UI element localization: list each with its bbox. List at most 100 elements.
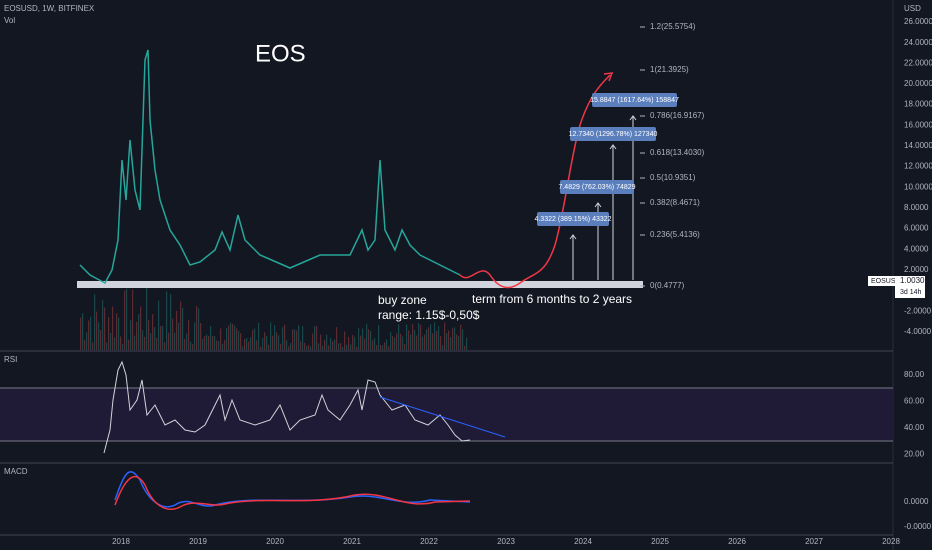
volume-bar xyxy=(236,328,238,350)
volume-bar xyxy=(90,316,92,350)
volume-bar xyxy=(280,343,282,350)
volume-bar xyxy=(250,337,252,350)
volume-bar xyxy=(402,336,404,350)
volume-bar xyxy=(262,338,264,350)
volume-bar xyxy=(172,318,174,350)
signal-line xyxy=(114,475,471,510)
volume-bar xyxy=(346,344,348,350)
volume-bar xyxy=(336,327,338,350)
volume-bar xyxy=(394,337,396,350)
volume-bar xyxy=(426,329,428,350)
price-tick-label: 12.0000 xyxy=(904,162,932,171)
volume-bar xyxy=(438,326,440,350)
volume-bar xyxy=(266,335,268,350)
volume-bar xyxy=(418,322,420,350)
volume-bar xyxy=(458,335,460,350)
volume-bar xyxy=(160,325,162,350)
countdown: 3d 14h xyxy=(900,289,922,296)
volume-bar xyxy=(138,313,140,350)
fib-label: 0.382(8.4671) xyxy=(650,198,700,207)
volume-bar xyxy=(84,340,86,350)
rsi-tick-label: 20.00 xyxy=(904,450,925,459)
target-label: 12.7340 (1296.78%) 127340 xyxy=(569,131,658,138)
volume-bar xyxy=(104,307,106,350)
volume-bar xyxy=(460,324,462,350)
volume-bar xyxy=(178,322,180,350)
volume-bar xyxy=(122,343,124,350)
volume-bar xyxy=(112,306,114,350)
fib-label: 1.2(25.5754) xyxy=(650,22,696,31)
volume-bar xyxy=(306,346,308,350)
volume-bar xyxy=(324,340,326,350)
volume-bar xyxy=(422,336,424,350)
volume-bar xyxy=(230,322,232,350)
volume-bar xyxy=(96,311,98,350)
volume-bar xyxy=(296,330,298,350)
volume-bar xyxy=(272,335,274,350)
volume-bar xyxy=(158,300,160,350)
time-tick-label: 2019 xyxy=(189,537,207,546)
volume-bar xyxy=(302,326,304,350)
volume-bar xyxy=(260,346,262,350)
volume-bar xyxy=(106,342,108,350)
volume-bar xyxy=(290,343,292,350)
target-box xyxy=(560,180,634,194)
volume-bar xyxy=(102,300,104,350)
volume-bar xyxy=(454,327,456,350)
volume-bar xyxy=(304,342,306,350)
volume-bar xyxy=(292,329,294,350)
volume-bar xyxy=(212,335,214,350)
volume-bar xyxy=(364,338,366,350)
volume-bar xyxy=(410,334,412,350)
volume-bar xyxy=(264,332,266,350)
target-box xyxy=(592,93,677,107)
rsi-tick-label: 40.00 xyxy=(904,423,925,432)
price-tag xyxy=(895,276,925,298)
volume-bar xyxy=(464,345,466,350)
price-tick-label: 24.0000 xyxy=(904,38,932,47)
rsi-title: RSI xyxy=(4,355,17,364)
volume-bar xyxy=(240,333,242,350)
volume-bar xyxy=(144,336,146,350)
volume-bar xyxy=(196,306,198,350)
volume-bar xyxy=(98,322,100,350)
volume-bar xyxy=(442,345,444,350)
volume-bar xyxy=(326,334,328,350)
volume-bar xyxy=(284,324,286,350)
volume-bar xyxy=(164,342,166,350)
rsi-line xyxy=(103,360,471,454)
volume-bar xyxy=(256,340,258,350)
volume-bar xyxy=(94,294,96,350)
volume-bar xyxy=(244,338,246,350)
volume-bar xyxy=(276,332,278,350)
target-box xyxy=(537,212,609,226)
volume-bar xyxy=(398,324,400,350)
macd-axis: 0.0000 -0.0000 xyxy=(904,497,932,531)
volume-bar xyxy=(108,317,110,350)
price-tick-label: 2.0000 xyxy=(904,265,929,274)
volume-bar xyxy=(154,327,156,350)
volume-bar xyxy=(182,307,184,350)
volume-bar xyxy=(366,323,368,350)
price-tick-label: -4.0000 xyxy=(904,327,932,336)
volume-bar xyxy=(338,343,340,350)
volume-bar xyxy=(282,327,284,350)
volume-bar xyxy=(186,333,188,350)
price-tick-label: 18.0000 xyxy=(904,100,932,109)
volume-bar xyxy=(226,327,228,350)
volume-bar xyxy=(310,346,312,350)
volume-bar xyxy=(80,317,82,350)
volume-bar xyxy=(132,289,134,350)
volume-bar xyxy=(360,335,362,350)
price-tick-label: 6.0000 xyxy=(904,224,929,233)
volume-bar xyxy=(446,333,448,350)
volume-bar xyxy=(116,313,118,350)
volume-bar xyxy=(428,327,430,350)
volume-bar xyxy=(440,335,442,350)
volume-bar xyxy=(286,340,288,350)
volume-bar xyxy=(168,332,170,350)
volume-bar xyxy=(208,336,210,350)
fib-label: 0.5(10.9351) xyxy=(650,173,696,182)
time-tick-label: 2026 xyxy=(728,537,746,546)
macd-tick-label: 0.0000 xyxy=(904,497,929,506)
